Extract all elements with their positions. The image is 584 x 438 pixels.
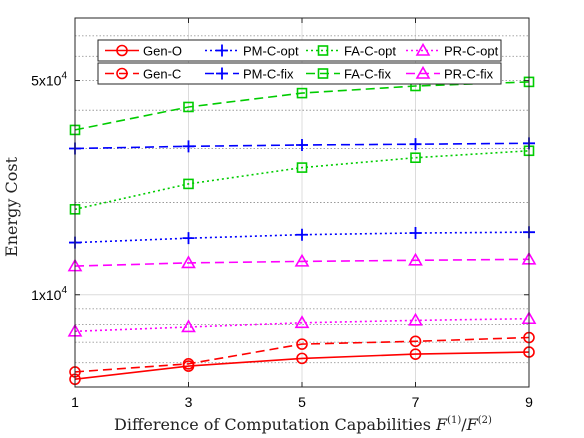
y-tick-label: 1x104 xyxy=(31,285,67,303)
data-point xyxy=(408,252,423,266)
data-point xyxy=(409,227,422,240)
legend-label: Gen-O xyxy=(143,44,182,59)
x-tick-label: 1 xyxy=(71,394,79,410)
legend-box xyxy=(97,62,502,85)
series-line xyxy=(74,150,530,211)
x-axis-label: Difference of Computation Capabilities F… xyxy=(114,415,492,434)
data-point xyxy=(296,228,308,241)
legend-label: PM-C-opt xyxy=(243,44,299,59)
series-line xyxy=(74,351,530,380)
data-point xyxy=(296,162,308,173)
data-point xyxy=(294,315,310,329)
y-axis-label: Energy Cost xyxy=(2,156,21,257)
data-point xyxy=(183,178,194,190)
data-point xyxy=(296,338,308,350)
x-tick-label: 9 xyxy=(525,394,533,410)
legend-marker xyxy=(317,45,329,56)
series-line xyxy=(74,258,530,267)
series-line xyxy=(74,317,530,333)
data-point xyxy=(182,232,195,245)
x-tick-label: 5 xyxy=(298,394,306,410)
series-line xyxy=(74,336,530,373)
data-point xyxy=(181,319,196,333)
legend-label: PM-C-fix xyxy=(243,67,294,82)
data-point xyxy=(409,138,422,151)
legend-marker xyxy=(317,68,329,79)
data-point xyxy=(408,312,423,326)
legend-marker xyxy=(116,44,128,57)
legend-marker xyxy=(216,67,228,80)
legend-marker xyxy=(415,65,431,79)
y-tick-label: 5x104 xyxy=(31,71,67,89)
legend-label: PR-C-opt xyxy=(444,44,499,59)
legend-label: FA-C-fix xyxy=(344,67,391,82)
legend: Gen-O PM-C-opt FA-C-opt PR-C-opt Gen-C PM-C-f… xyxy=(97,39,502,85)
legend-label: FA-C-opt xyxy=(344,44,396,59)
data-point xyxy=(182,358,195,370)
legend-label: PR-C-fix xyxy=(444,67,494,82)
data-point xyxy=(183,101,194,113)
series-line xyxy=(74,231,530,244)
axes: 1 3 5 7 9 1x104 5x104 xyxy=(31,17,533,410)
legend-marker xyxy=(415,42,431,56)
legend-marker xyxy=(216,44,228,57)
data-point xyxy=(182,140,195,153)
data-point xyxy=(294,253,310,267)
x-tick-label: 7 xyxy=(412,394,420,410)
x-tick-label: 3 xyxy=(185,394,193,410)
data-point xyxy=(410,152,421,164)
data-point xyxy=(181,255,196,269)
legend-marker xyxy=(116,67,128,80)
data-point xyxy=(296,139,308,152)
series-line xyxy=(74,81,530,131)
legend-box xyxy=(97,39,502,62)
data-point xyxy=(409,335,422,348)
legend-label: Gen-C xyxy=(143,67,181,82)
data-point xyxy=(296,352,308,365)
data-point xyxy=(296,87,308,99)
data-point xyxy=(409,348,422,360)
